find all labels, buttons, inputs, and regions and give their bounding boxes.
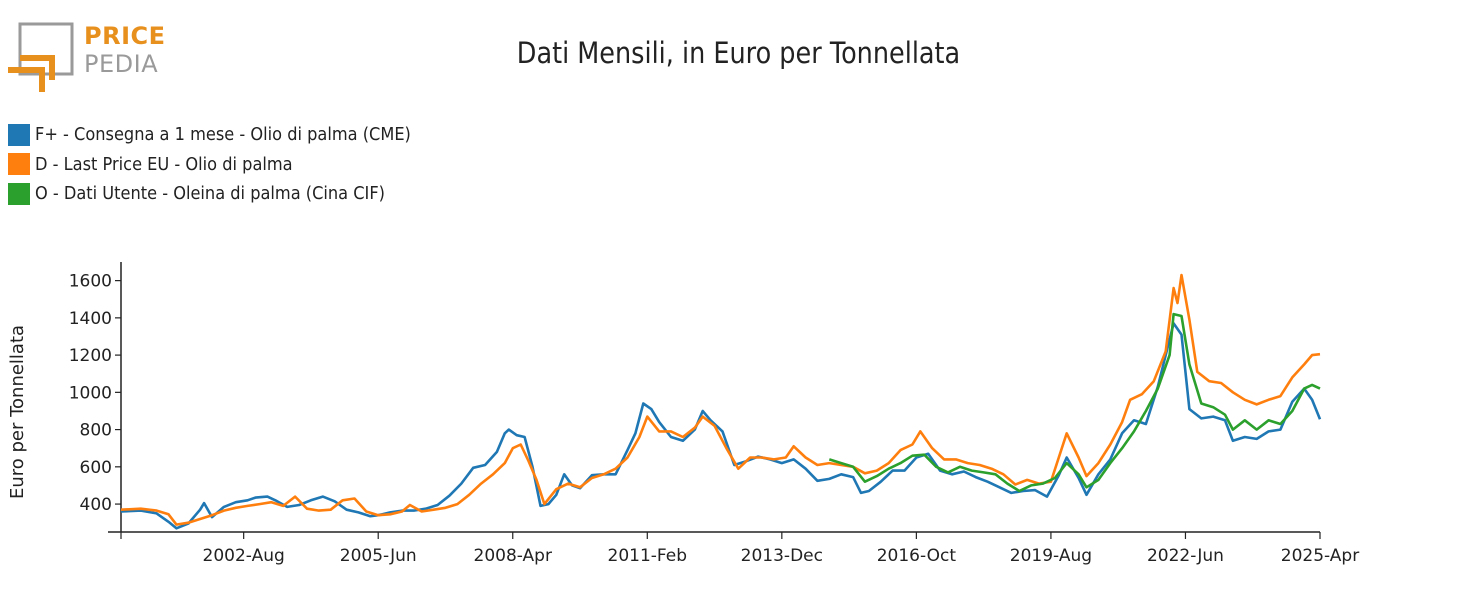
- x-tick-label: 2011-Feb: [608, 546, 688, 566]
- y-tick-label: 800: [80, 421, 112, 441]
- x-tick-label: 2002-Aug: [203, 546, 285, 566]
- y-tick-label: 1600: [69, 272, 112, 292]
- y-tick-label: 1400: [69, 309, 112, 329]
- legend-item-eu[interactable]: D - Last Price EU - Olio di palma: [8, 150, 453, 180]
- x-tick-label: 2022-Jun: [1147, 546, 1224, 566]
- series-line-2: [828, 312, 1321, 493]
- legend-label-eu: D - Last Price EU - Olio di palma: [35, 153, 293, 175]
- legend-swatch-cme: [8, 123, 30, 146]
- legend-item-cme[interactable]: F+ - Consegna a 1 mese - Olio di palma (…: [8, 120, 453, 150]
- legend-swatch-cina: [8, 182, 30, 205]
- x-tick-label: 2016-Oct: [877, 546, 957, 566]
- series-line-1: [120, 273, 1321, 526]
- y-tick-label: 600: [80, 458, 112, 478]
- chart-lines: [120, 273, 1322, 530]
- x-tick-label: 2019-Aug: [1010, 546, 1092, 566]
- chart-title: Dati Mensili, in Euro per Tonnellata: [516, 36, 961, 70]
- x-tick-label: 2005-Jun: [340, 546, 417, 566]
- legend-item-cina[interactable]: O - Dati Utente - Oleina di palma (Cina …: [8, 179, 453, 209]
- y-tick-label: 1000: [69, 383, 112, 403]
- y-tick-label: 400: [80, 495, 112, 515]
- legend-label-cina: O - Dati Utente - Oleina di palma (Cina …: [35, 183, 385, 205]
- logo-mark: [8, 22, 74, 92]
- chart-legend: F+ - Consegna a 1 mese - Olio di palma (…: [8, 120, 453, 209]
- x-tick-label: 2025-Apr: [1281, 546, 1359, 566]
- logo-text-price: PRICE: [84, 22, 166, 50]
- series-line-0: [120, 322, 1322, 530]
- legend-swatch-eu: [8, 153, 30, 176]
- x-tick-label: 2013-Dec: [741, 546, 823, 566]
- y-axis-title: Euro per Tonnellata: [7, 325, 28, 499]
- chart-axes: 400 600 800 1000 1200 1400 1600 2002-Aug 2005-Ju…: [7, 262, 1359, 566]
- legend-label-cme: F+ - Consegna a 1 mese - Olio di palma (…: [35, 124, 411, 146]
- pricepedia-logo: PRICE PEDIA: [6, 20, 166, 94]
- y-tick-label: 1200: [69, 346, 112, 366]
- x-tick-label: 2008-Apr: [474, 546, 552, 566]
- logo-text-pedia: PEDIA: [84, 50, 159, 78]
